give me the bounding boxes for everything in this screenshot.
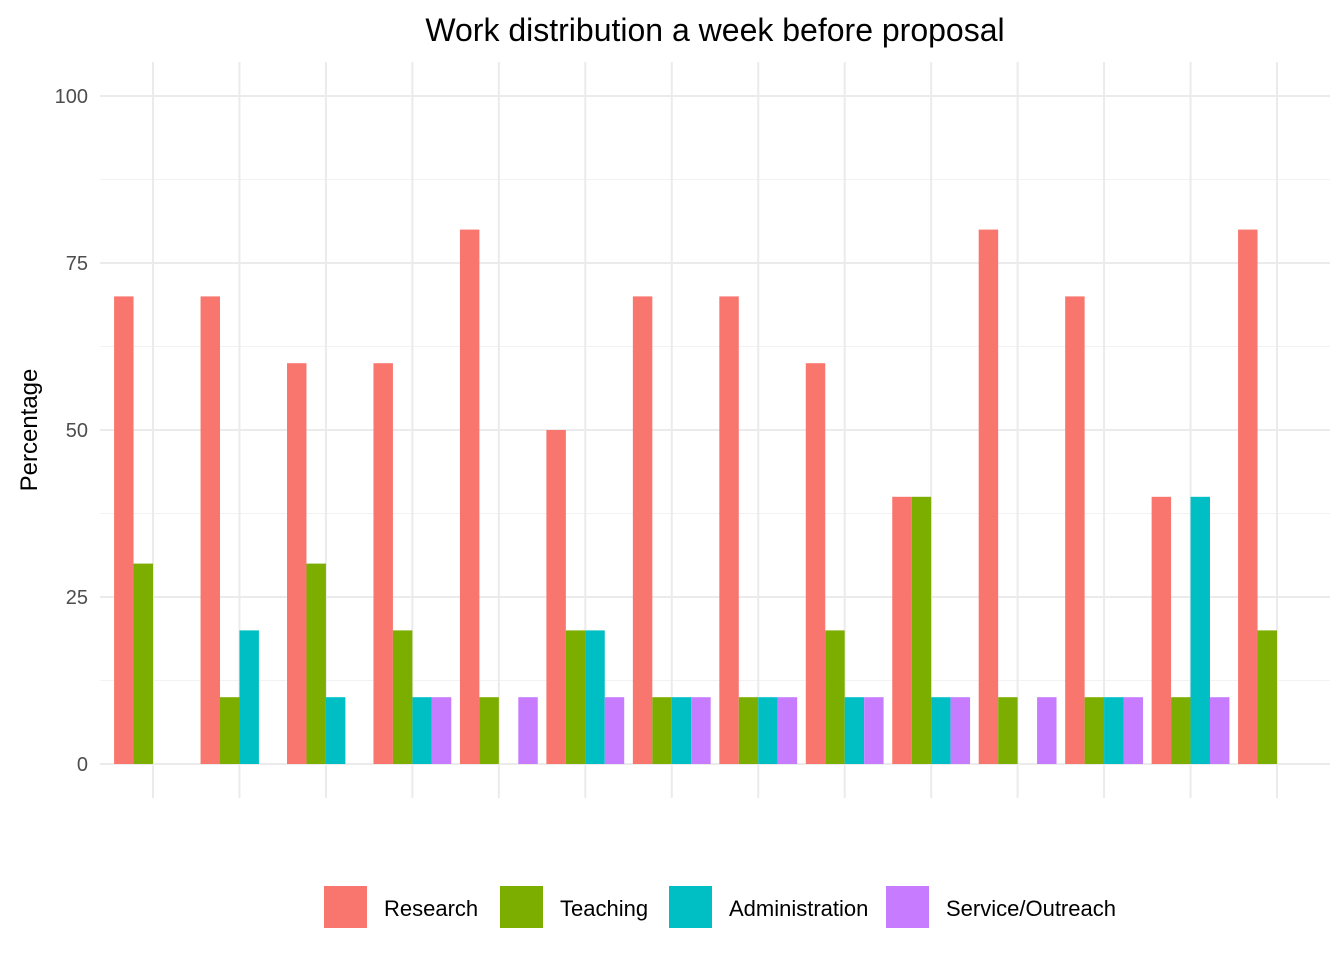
legend-item: Research — [324, 886, 478, 928]
bar-service-outreach — [1123, 697, 1143, 764]
bar-teaching — [1257, 630, 1277, 764]
bar-research — [546, 430, 566, 764]
bar-administration — [325, 697, 346, 764]
bar-administration — [412, 697, 432, 764]
bar-teaching — [911, 496, 932, 764]
bar-research — [459, 229, 480, 765]
y-axis-ticks: 0 25 50 75 100 — [55, 86, 88, 776]
bar-service-outreach — [1209, 697, 1230, 764]
bar-service-outreach — [950, 697, 971, 764]
legend-label: Service/Outreach — [946, 896, 1116, 921]
bar-research — [892, 496, 912, 764]
chart-title: Work distribution a week before proposal — [425, 12, 1004, 48]
y-tick-label: 75 — [66, 253, 88, 275]
bar-administration — [931, 697, 951, 764]
bar-research — [805, 363, 826, 764]
bar-teaching — [1171, 697, 1191, 764]
grid-lines — [100, 62, 1330, 798]
bar-research — [114, 296, 134, 764]
y-tick-label: 100 — [55, 86, 88, 108]
bar-teaching — [306, 563, 326, 764]
bar-research — [719, 296, 739, 764]
bar-administration — [758, 697, 778, 764]
bar-administration — [1104, 697, 1124, 764]
legend-label: Research — [384, 896, 478, 921]
bar-service-outreach — [431, 697, 452, 764]
bar-administration — [844, 697, 865, 764]
legend: Research Teaching Administration Service/Ou… — [324, 886, 1116, 928]
legend-key — [669, 886, 712, 928]
bar-teaching — [479, 697, 499, 764]
legend-item: Service/Outreach — [886, 886, 1116, 928]
bar-research — [1238, 229, 1258, 765]
bar-research — [1065, 296, 1085, 764]
bars — [114, 229, 1277, 765]
bar-service-outreach — [864, 697, 884, 764]
bar-service-outreach — [777, 697, 798, 764]
bar-research — [632, 296, 653, 764]
y-tick-label: 25 — [66, 587, 88, 609]
bar-research — [373, 363, 393, 764]
bar-teaching — [565, 630, 586, 764]
bar-administration — [671, 697, 692, 764]
bar-teaching — [652, 697, 672, 764]
bar-teaching — [998, 697, 1018, 764]
y-axis-title: Percentage — [16, 369, 43, 492]
bar-administration — [585, 630, 605, 764]
bar-research — [287, 363, 307, 764]
bar-teaching — [738, 697, 759, 764]
y-tick-label: 50 — [66, 420, 88, 442]
legend-label: Administration — [729, 896, 868, 921]
bar-research — [978, 229, 999, 765]
bar-service-outreach — [1037, 697, 1057, 764]
bar-research — [1151, 496, 1172, 764]
bar-service-outreach — [691, 697, 711, 764]
bar-teaching — [825, 630, 845, 764]
legend-key — [324, 886, 367, 928]
bar-teaching — [1084, 697, 1105, 764]
bar-teaching — [220, 697, 240, 764]
y-tick-label: 0 — [77, 754, 88, 776]
legend-item: Teaching — [500, 886, 648, 928]
bar-research — [200, 296, 221, 764]
bar-service-outreach — [518, 697, 538, 764]
bar-teaching — [133, 563, 153, 764]
legend-key — [500, 886, 543, 928]
legend-item: Administration — [669, 886, 868, 928]
bar-administration — [1190, 496, 1210, 764]
bar-teaching — [392, 630, 413, 764]
legend-label: Teaching — [560, 896, 648, 921]
bar-service-outreach — [604, 697, 625, 764]
bar-administration — [239, 630, 259, 764]
legend-key — [886, 886, 929, 928]
